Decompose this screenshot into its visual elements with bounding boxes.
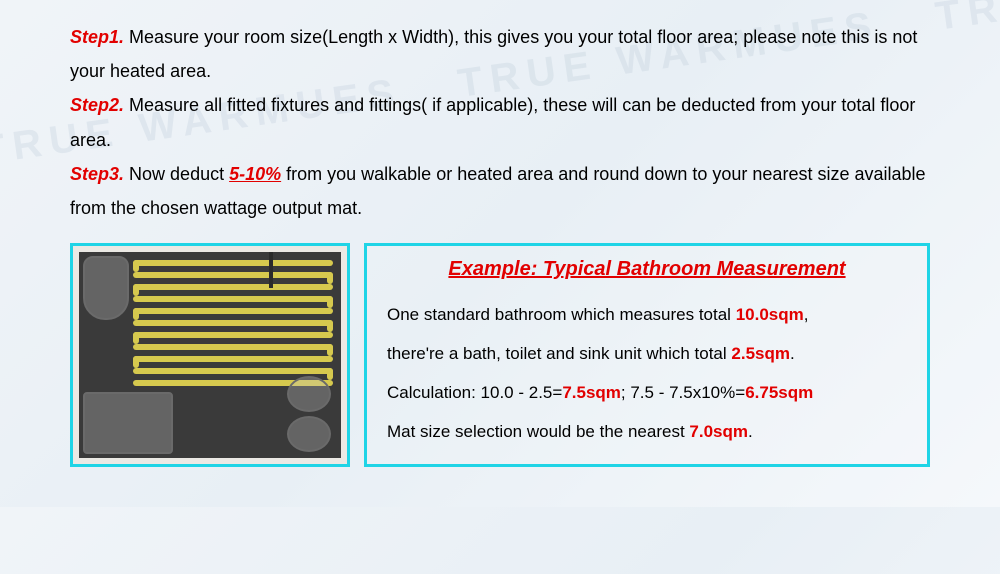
heating-cable [133,260,333,388]
step3-emph: 5-10% [229,164,281,184]
panels-row: Example: Typical Bathroom Measurement On… [70,243,930,467]
basin-fixture-2 [287,416,331,452]
step2-label: Step2. [70,95,124,115]
bathroom-diagram [70,243,350,467]
ex4-b: . [748,422,753,441]
ex3-a: Calculation: 10.0 - 2.5= [387,383,562,402]
example-title: Example: Typical Bathroom Measurement [387,258,907,281]
step-1: Step1. Measure your room size(Length x W… [70,20,930,88]
example-line-4: Mat size selection would be the nearest … [387,412,907,451]
step3-before: Now deduct [124,164,229,184]
ex2-v: 2.5sqm [731,344,790,363]
ex2-a: there're a bath, toilet and sink unit wh… [387,344,731,363]
floorplan [79,252,341,458]
example-line-3: Calculation: 10.0 - 2.5=7.5sqm; 7.5 - 7.… [387,373,907,412]
ex1-v: 10.0sqm [736,305,804,324]
steps-block: Step1. Measure your room size(Length x W… [70,20,930,225]
toilet-fixture [83,256,129,320]
example-line-1: One standard bathroom which measures tot… [387,295,907,334]
wall-divider [269,252,273,288]
example-box: Example: Typical Bathroom Measurement On… [364,243,930,467]
step1-text: Measure your room size(Length x Width), … [70,27,917,81]
ex3-v2: 6.75sqm [745,383,813,402]
ex3-b: ; 7.5 - 7.5x10%= [621,383,745,402]
step1-label: Step1. [70,27,124,47]
ex1-a: One standard bathroom which measures tot… [387,305,736,324]
step-2: Step2. Measure all fitted fixtures and f… [70,88,930,156]
step3-label: Step3. [70,164,124,184]
ex3-v1: 7.5sqm [562,383,621,402]
step-3: Step3. Now deduct 5-10% from you walkabl… [70,157,930,225]
basin-fixture-1 [287,376,331,412]
ex4-a: Mat size selection would be the nearest [387,422,689,441]
ex1-b: , [804,305,809,324]
ex4-v: 7.0sqm [689,422,748,441]
shower-tray-fixture [83,392,173,454]
example-line-2: there're a bath, toilet and sink unit wh… [387,334,907,373]
step2-text: Measure all fitted fixtures and fittings… [70,95,915,149]
ex2-b: . [790,344,795,363]
